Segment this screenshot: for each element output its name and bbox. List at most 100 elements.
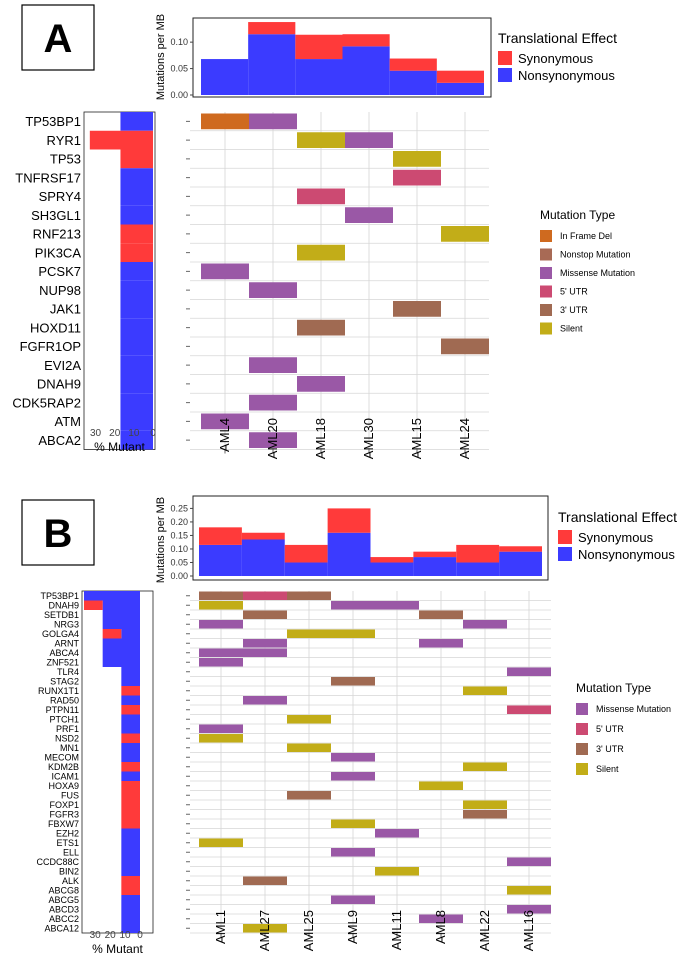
pm-nonsyn-abca12 — [121, 923, 140, 933]
bar-synonymous-aml9 — [327, 508, 371, 533]
gene-label-spry4: SPRY4 — [39, 189, 81, 204]
cell-ccdc88c-aml16 — [507, 857, 551, 866]
cell-ets1-aml1 — [199, 838, 243, 847]
pm-nonsyn-abcg5 — [121, 895, 140, 905]
sample-label-aml11: AML11 — [389, 910, 404, 950]
legend-type-item: 5' UTR — [560, 287, 588, 297]
pm-nonsyn-cdk5rap2 — [120, 393, 153, 412]
gene-label-ets1: ETS1 — [56, 838, 79, 848]
pm-nonsyn-ezh2 — [121, 828, 140, 838]
gene-label-prf1: PRF1 — [56, 724, 79, 734]
cell-fus-aml25 — [287, 791, 331, 800]
gene-label-nsd2: NSD2 — [55, 733, 79, 743]
top-bar-ylabel: Mutations per MB — [155, 14, 167, 100]
legend-effect-item: Synonymous — [518, 51, 594, 66]
gene-label-abcd3: ABCD3 — [49, 904, 79, 914]
cell-tp53bp1-aml25 — [287, 591, 331, 600]
cell-atm-aml4 — [201, 413, 249, 430]
top-bar-tick-label: 0.10 — [170, 544, 188, 554]
gene-label-mecom: MECOM — [45, 752, 80, 762]
cell-bin2-aml11 — [375, 867, 419, 876]
gene-label-ptpn11: PTPN11 — [46, 705, 79, 715]
cell-dnah9-aml9 — [331, 601, 375, 610]
cell-prf1-aml1 — [199, 724, 243, 733]
bar-synonymous-aml24 — [436, 70, 484, 83]
cell-tp53-aml15 — [393, 151, 441, 167]
cell-cdk5rap2-aml20 — [249, 394, 297, 411]
sample-label-aml25: AML25 — [301, 910, 316, 951]
gene-label-alk: ALK — [62, 876, 79, 886]
legend-type-swatch — [540, 322, 552, 335]
bar-nonsynonymous-aml20 — [248, 34, 296, 95]
legend-type-swatch — [576, 743, 588, 755]
panel-label: A — [44, 17, 73, 61]
legend-type-title: Mutation Type — [576, 681, 651, 695]
pm-nonsyn-abca2 — [120, 430, 153, 450]
pm-nonsyn-abcc2 — [121, 914, 140, 924]
cell-jak1-aml15 — [393, 301, 441, 317]
sample-label-aml4: AML4 — [217, 418, 232, 452]
gene-label-pik3ca: PIK3CA — [35, 245, 82, 260]
pm-nonsyn-tp53bp1 — [84, 591, 140, 601]
legend-type-swatch — [540, 285, 552, 298]
pm-nonsyn-znf521 — [102, 657, 140, 667]
legend-type-item: 3' UTR — [596, 744, 624, 754]
pm-nonsyn-tp53bp1 — [120, 112, 153, 131]
legend-type-item: Missense Mutation — [560, 268, 635, 278]
gene-label-evi2a: EVI2A — [44, 358, 81, 373]
cell-pcsk7-aml4 — [201, 263, 249, 280]
cell-hoxd11-aml18 — [297, 319, 345, 336]
legend-type-swatch — [576, 723, 588, 735]
bar-synonymous-aml16 — [499, 546, 542, 552]
bar-nonsynonymous-aml22 — [456, 562, 500, 576]
cell-ryr1-aml18 — [297, 132, 345, 148]
cell-abca12-aml27 — [243, 924, 287, 933]
cell-abcc2-aml8 — [419, 914, 463, 923]
pm-syn-rnf213 — [120, 224, 153, 244]
pm-nonsyn-nrg3 — [102, 619, 140, 629]
cell-abcg5-aml9 — [331, 895, 375, 904]
pm-nonsyn-tnfrsf17 — [120, 168, 153, 187]
top-bar-tick-label: 0.00 — [170, 571, 188, 581]
pm-syn-pik3ca — [120, 243, 153, 262]
top-bar-tick-label: 0.25 — [170, 503, 188, 513]
top-bar-tick-label: 0.00 — [170, 90, 188, 100]
pm-syn-fgfr3 — [121, 809, 140, 819]
gene-label-abcc2: ABCC2 — [49, 914, 79, 924]
pm-syn-nsd2 — [121, 733, 140, 743]
sample-label-aml27: AML27 — [257, 910, 272, 951]
gene-label-abcg8: ABCG8 — [48, 885, 79, 895]
pm-syn-runx1t1 — [121, 686, 140, 696]
cell-sh3gl1-aml30 — [345, 207, 393, 223]
pm-syn-abcg8 — [121, 885, 140, 895]
top-bar-tick-label: 0.15 — [170, 530, 188, 540]
gene-label-hoxa9: HOXA9 — [48, 781, 79, 791]
gene-label-abcg5: ABCG5 — [48, 895, 79, 905]
gene-label-ptch1: PTCH1 — [49, 714, 79, 724]
pm-nonsyn-hoxd11 — [120, 318, 153, 337]
cell-fbxw7-aml9 — [331, 819, 375, 828]
cell-abca4-aml1 — [199, 648, 243, 657]
gene-label-bin2: BIN2 — [59, 866, 79, 876]
sample-label-aml22: AML22 — [477, 910, 492, 951]
cell-ryr1-aml30 — [345, 132, 393, 148]
pm-syn-fbxw7 — [121, 819, 140, 829]
cell-alk-aml27 — [243, 876, 287, 885]
gene-label-dnah9: DNAH9 — [37, 377, 81, 392]
cell-runx1t1-aml22 — [463, 686, 507, 695]
gene-label-atm: ATM — [55, 414, 81, 429]
legend-effect-swatch — [498, 51, 512, 65]
bar-synonymous-aml25 — [284, 544, 328, 563]
percent-mutant-tick-label: 0 — [150, 428, 156, 439]
pm-syn-dnah9 — [84, 600, 103, 610]
legend-type-swatch — [540, 304, 552, 316]
cell-icam1-aml9 — [331, 772, 375, 781]
legend-effect-title: Translational Effect — [558, 509, 677, 525]
gene-label-fgfr3: FGFR3 — [49, 809, 79, 819]
cell-tp53bp1-aml20 — [249, 113, 297, 130]
gene-label-ryr1: RYR1 — [47, 133, 81, 148]
pm-syn-foxp1 — [121, 800, 140, 810]
pm-syn-kdm2b — [121, 762, 140, 772]
cell-ell-aml9 — [331, 848, 375, 857]
gene-label-setdb1: SETDB1 — [44, 610, 79, 620]
